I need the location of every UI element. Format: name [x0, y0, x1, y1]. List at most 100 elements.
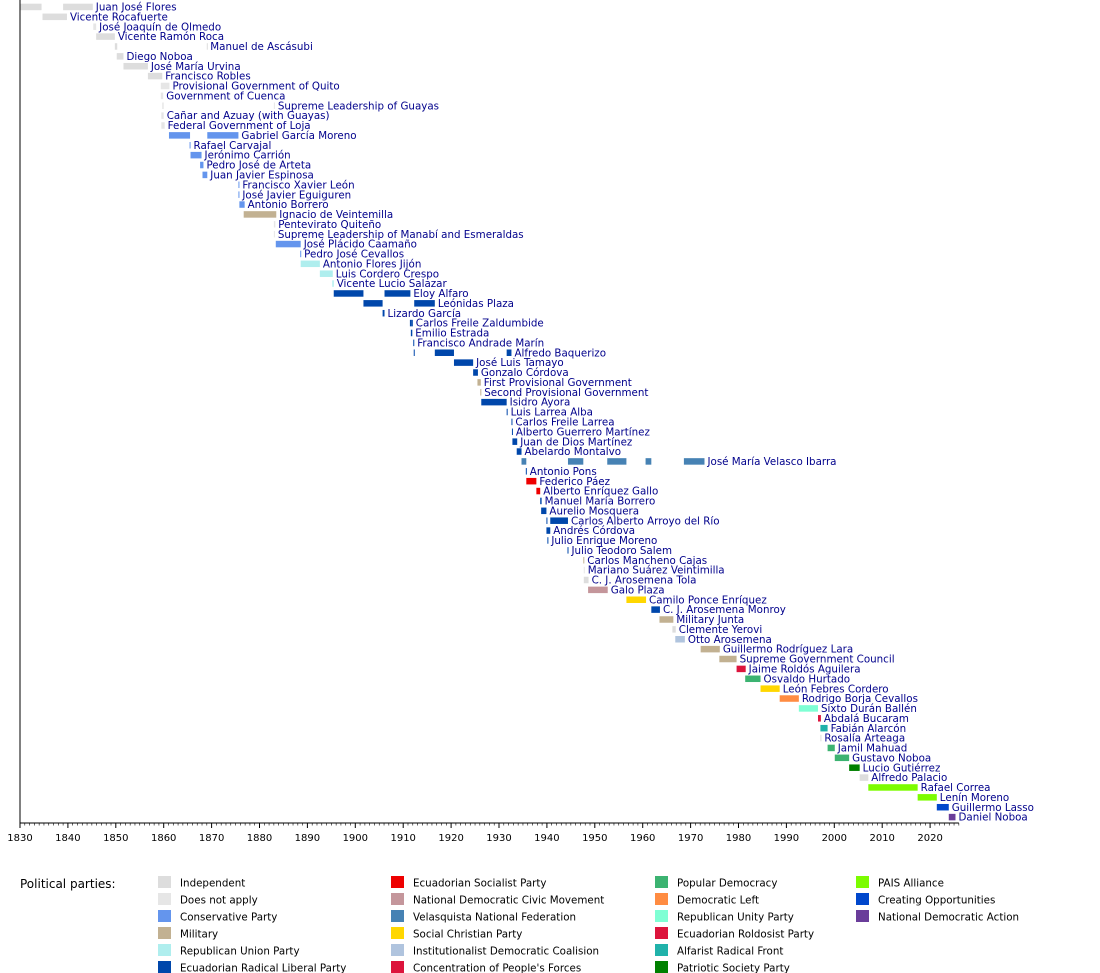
term-bar — [700, 645, 720, 653]
term-bar — [332, 280, 334, 287]
legend-label: Ecuadorian Radical Liberal Party — [180, 963, 346, 973]
term-bar — [200, 161, 204, 169]
president-label: Osvaldo Hurtado — [764, 673, 851, 685]
term-bar — [868, 784, 918, 791]
president-label: Lizardo García — [388, 308, 462, 320]
term-bar — [473, 369, 478, 376]
president-label: Galo Plaza — [611, 584, 665, 596]
legend-label: Military — [180, 929, 218, 941]
term-bar — [506, 408, 508, 416]
term-bar — [414, 300, 435, 307]
president-label: Luis Larrea Alba — [511, 407, 593, 419]
legend-swatch — [856, 893, 869, 905]
legend-swatch — [158, 961, 171, 973]
president-label: Supreme Leadership of Manabí and Esmeral… — [278, 229, 524, 241]
term-bar — [512, 438, 518, 445]
term-bar — [651, 606, 660, 613]
term-bar — [273, 230, 275, 238]
term-bar — [936, 803, 949, 811]
president-label: José Plácido Caamaño — [303, 239, 417, 251]
term-bar — [719, 655, 737, 663]
term-bar — [834, 754, 850, 762]
term-bar — [736, 665, 746, 673]
legend-swatch — [655, 893, 668, 905]
term-bar — [525, 468, 527, 475]
term-bar — [675, 636, 685, 643]
president-label: José Joaquín de Olmedo — [98, 21, 221, 33]
term-bar — [540, 497, 542, 505]
party-legend: Political parties: Independent Does not a… — [20, 876, 1019, 973]
president-label: Carlos Freile Larrea — [515, 417, 614, 429]
legend-label: Democratic Left — [677, 895, 759, 907]
x-tick-label: 2010 — [869, 833, 894, 844]
term-bar — [382, 309, 385, 317]
term-bar — [207, 132, 239, 139]
term-bar — [63, 3, 93, 11]
term-bar — [683, 458, 705, 465]
term-bar — [273, 221, 276, 228]
president-label: Supreme Government Council — [740, 654, 895, 666]
president-label: Gustavo Noboa — [852, 752, 931, 764]
term-bar — [243, 211, 277, 218]
president-label: Lucio Gutiérrez — [863, 762, 941, 774]
x-tick-label: 1920 — [438, 833, 463, 844]
term-bar — [546, 517, 548, 524]
president-label: Abelardo Montalvo — [525, 446, 622, 458]
president-label: Eloy Alfaro — [413, 288, 468, 300]
term-bar — [536, 487, 541, 495]
president-label: Lenín Moreno — [940, 792, 1009, 804]
president-label: Antonio Pons — [530, 466, 597, 478]
term-bar — [583, 576, 589, 584]
term-bar — [319, 270, 333, 277]
president-label: Jaime Roldós Aguilera — [748, 664, 861, 676]
time-axis: 1830 1840 1850 1860 1870 1880 1890 1900 1910 1920… — [7, 0, 960, 844]
president-label: Juan de Dios Martínez — [519, 436, 632, 448]
term-bar — [275, 240, 301, 248]
term-bar — [583, 566, 585, 574]
term-bar — [626, 596, 647, 603]
president-label: Francisco Xavier León — [242, 179, 354, 191]
president-label: Luis Cordero Crespo — [336, 268, 439, 280]
x-tick-label: 1960 — [630, 833, 655, 844]
president-label: Mariano Suárez Veintimilla — [588, 565, 725, 577]
president-label: Cañar and Azuay (with Guayas) — [167, 110, 330, 122]
president-label: Military Junta — [676, 614, 744, 626]
term-bar — [114, 43, 118, 50]
legend-label: Does not apply — [180, 895, 258, 907]
legend-label: Institutionalist Democratic Coalision — [413, 946, 599, 958]
term-bar — [546, 527, 551, 534]
term-bar — [42, 13, 67, 21]
term-bar — [645, 458, 652, 465]
term-bar — [607, 458, 627, 465]
term-bar — [779, 695, 799, 702]
president-label: Guillermo Rodríguez Lara — [723, 644, 853, 656]
president-label: Francisco Robles — [165, 71, 250, 83]
president-label: Manuel de Ascásubi — [210, 41, 313, 53]
president-label: Gonzalo Córdova — [481, 367, 569, 379]
term-bar — [818, 715, 821, 722]
president-label: Rafael Carvajal — [194, 140, 272, 152]
legend-swatch — [655, 927, 668, 939]
term-bar — [672, 626, 676, 633]
legend-swatch — [391, 876, 404, 888]
president-label: Emilio Estrada — [415, 328, 489, 340]
term-bar — [547, 537, 549, 544]
legend-label: Alfarist Radical Front — [677, 946, 783, 958]
president-label: Julio Teodoro Salem — [570, 545, 672, 557]
president-label: Rosalía Arteaga — [824, 733, 905, 745]
president-label: José María Urvina — [150, 61, 241, 73]
president-label: Antonio Flores Jijón — [323, 258, 422, 270]
term-bar — [300, 260, 320, 268]
term-bar — [238, 191, 240, 198]
term-bar — [160, 82, 170, 90]
term-bar — [820, 724, 828, 732]
president-label: León Febres Cordero — [783, 683, 889, 695]
term-bar — [93, 23, 97, 30]
x-tick-label: 1870 — [199, 833, 224, 844]
term-bars — [20, 3, 956, 821]
term-bar — [239, 201, 245, 208]
x-tick-label: 1940 — [534, 833, 559, 844]
legend-label: Ecuadorian Socialist Party — [413, 878, 547, 890]
